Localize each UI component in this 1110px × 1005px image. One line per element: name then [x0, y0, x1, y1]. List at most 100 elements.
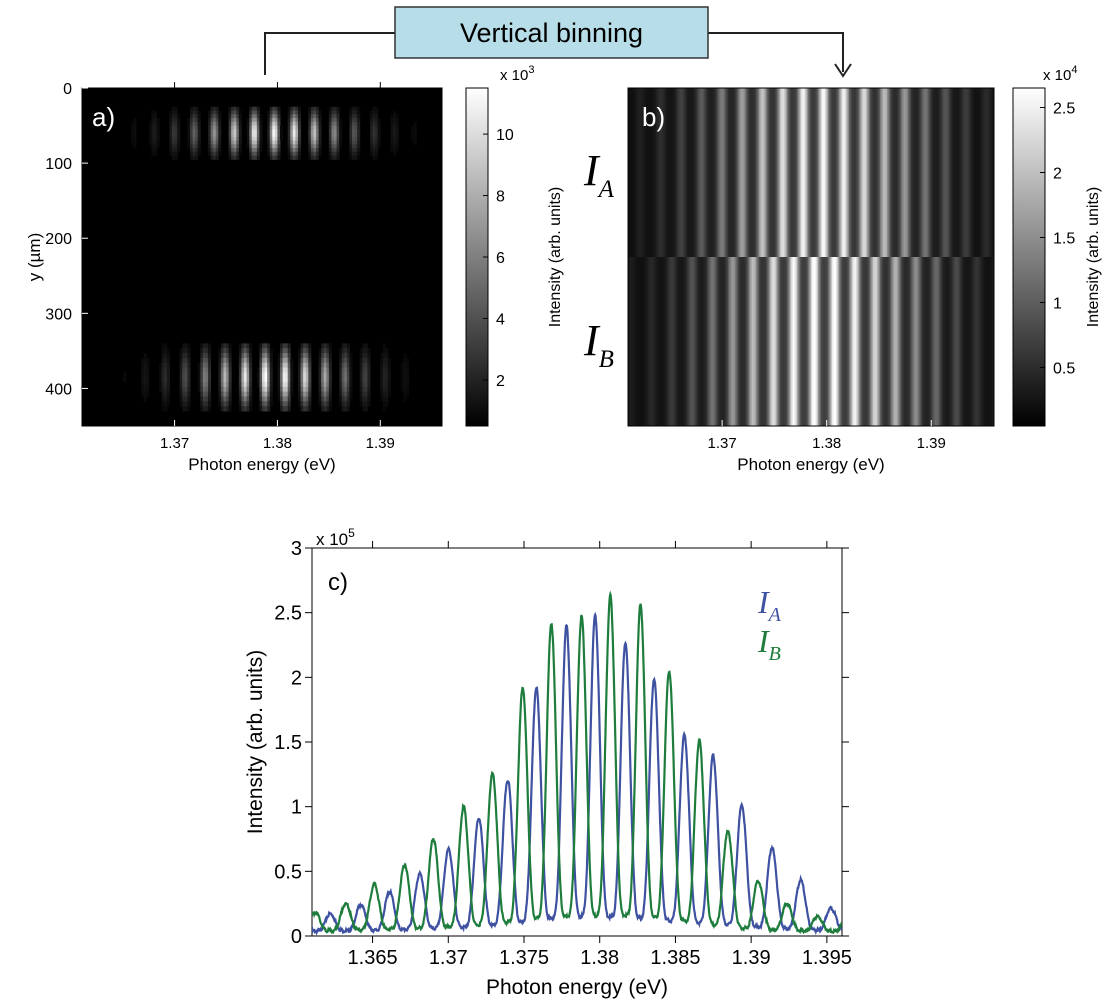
heatmap-cell: [187, 353, 191, 359]
heatmap-column: [656, 88, 659, 257]
heatmap-cell: [241, 367, 245, 373]
heatmap-cell: [352, 121, 356, 127]
heatmap-cell: [354, 106, 358, 112]
heatmap-column: [929, 257, 932, 426]
heatmap-cell: [274, 118, 278, 123]
heatmap-cell: [298, 401, 302, 407]
heatmap-cell: [331, 106, 335, 112]
heatmap-cell: [218, 377, 222, 383]
heatmap-cell: [151, 148, 155, 153]
heatmap-cell: [192, 125, 196, 130]
heatmap-cell: [287, 382, 291, 388]
heatmap-column: [933, 257, 936, 426]
heatmap-cell: [285, 377, 289, 383]
heatmap-cell: [249, 367, 253, 373]
heatmap-column: [770, 257, 773, 426]
panel-c-ylabel: Intensity (arb. units): [244, 650, 267, 834]
heatmap-column: [970, 88, 972, 257]
heatmap-column: [663, 257, 666, 426]
heatmap-cell: [172, 140, 176, 145]
heatmap-cell: [215, 151, 219, 157]
heatmap-cell: [210, 125, 214, 130]
heatmap-column: [827, 88, 830, 257]
heatmap-column: [863, 88, 865, 257]
heatmap-cell: [349, 133, 353, 138]
heatmap-cell: [197, 140, 201, 145]
heatmap-cell: [395, 118, 399, 123]
heatmap-column: [837, 257, 840, 426]
heatmap-cell: [310, 121, 314, 127]
heatmap-cell: [192, 106, 196, 112]
heatmap-column: [860, 88, 863, 257]
heatmap-column: [841, 88, 844, 257]
heatmap-cell: [375, 106, 379, 112]
heatmap-cell: [303, 391, 307, 397]
heatmap-cell: [354, 151, 358, 157]
heatmap-cell: [272, 129, 276, 134]
heatmap-column: [685, 257, 688, 426]
panel-c-xlabel: Photon energy (eV): [486, 976, 668, 999]
heatmap-cell: [411, 136, 415, 142]
heatmap-cell: [269, 372, 273, 378]
heatmap-column: [917, 88, 920, 257]
heatmap-cell: [202, 353, 206, 359]
heatmap-cell: [174, 133, 178, 138]
heatmap-column: [701, 257, 704, 426]
heatmap-column: [912, 257, 915, 426]
heatmap-cell: [220, 367, 224, 373]
heatmap-column: [702, 88, 705, 257]
heatmap-cell: [190, 140, 194, 145]
heatmap-cell: [215, 136, 219, 142]
heatmap-column: [664, 257, 667, 426]
heatmap-cell: [251, 129, 255, 134]
heatmap-cell: [385, 372, 389, 378]
heatmap-column: [720, 257, 723, 426]
heatmap-cell: [187, 386, 191, 393]
heatmap-column: [851, 88, 854, 257]
heatmap-column: [642, 88, 644, 257]
heatmap-cell: [382, 396, 386, 402]
heatmap-column: [733, 88, 736, 257]
heatmap-column: [832, 257, 835, 426]
heatmap-cell: [272, 121, 276, 127]
heatmap-cell: [334, 110, 338, 115]
heatmap-cell: [367, 348, 371, 354]
heatmap-cell: [303, 343, 307, 349]
heatmap-cell: [197, 129, 201, 134]
heatmap-column: [799, 88, 802, 257]
heatmap-column: [760, 88, 763, 257]
heatmap-column: [961, 88, 964, 257]
heatmap-cell: [228, 377, 232, 383]
heatmap-cell: [346, 396, 350, 402]
heatmap-cell: [308, 343, 312, 349]
heatmap-cell: [274, 136, 278, 142]
heatmap-cell: [249, 353, 253, 359]
heatmap-column: [847, 88, 850, 257]
heatmap-column: [937, 88, 940, 257]
heatmap-cell: [218, 386, 222, 393]
heatmap-cell: [184, 362, 188, 369]
heatmap-cell: [318, 367, 322, 373]
heatmap-cell: [249, 406, 253, 412]
heatmap-cell: [354, 155, 358, 160]
heatmap-cell: [339, 125, 343, 130]
heatmap-cell: [357, 155, 361, 160]
heatmap-cell: [336, 148, 340, 153]
heatmap-cell: [272, 106, 276, 112]
heatmap-cell: [339, 133, 343, 138]
heatmap-column: [879, 257, 882, 426]
heatmap-cell: [187, 362, 191, 369]
heatmap-column: [692, 257, 695, 426]
heatmap-cell: [172, 133, 176, 138]
heatmap-cell: [274, 114, 278, 119]
heatmap-column: [650, 257, 653, 426]
heatmap-cell: [349, 382, 353, 388]
heatmap-cell: [251, 133, 255, 138]
heatmap-cell: [192, 133, 196, 138]
heatmap-cell: [364, 357, 368, 364]
heatmap-cell: [341, 362, 345, 369]
heatmap-cell: [213, 110, 217, 115]
heatmap-cell: [285, 367, 289, 373]
heatmap-column: [827, 257, 830, 426]
heatmap-cell: [254, 121, 258, 127]
